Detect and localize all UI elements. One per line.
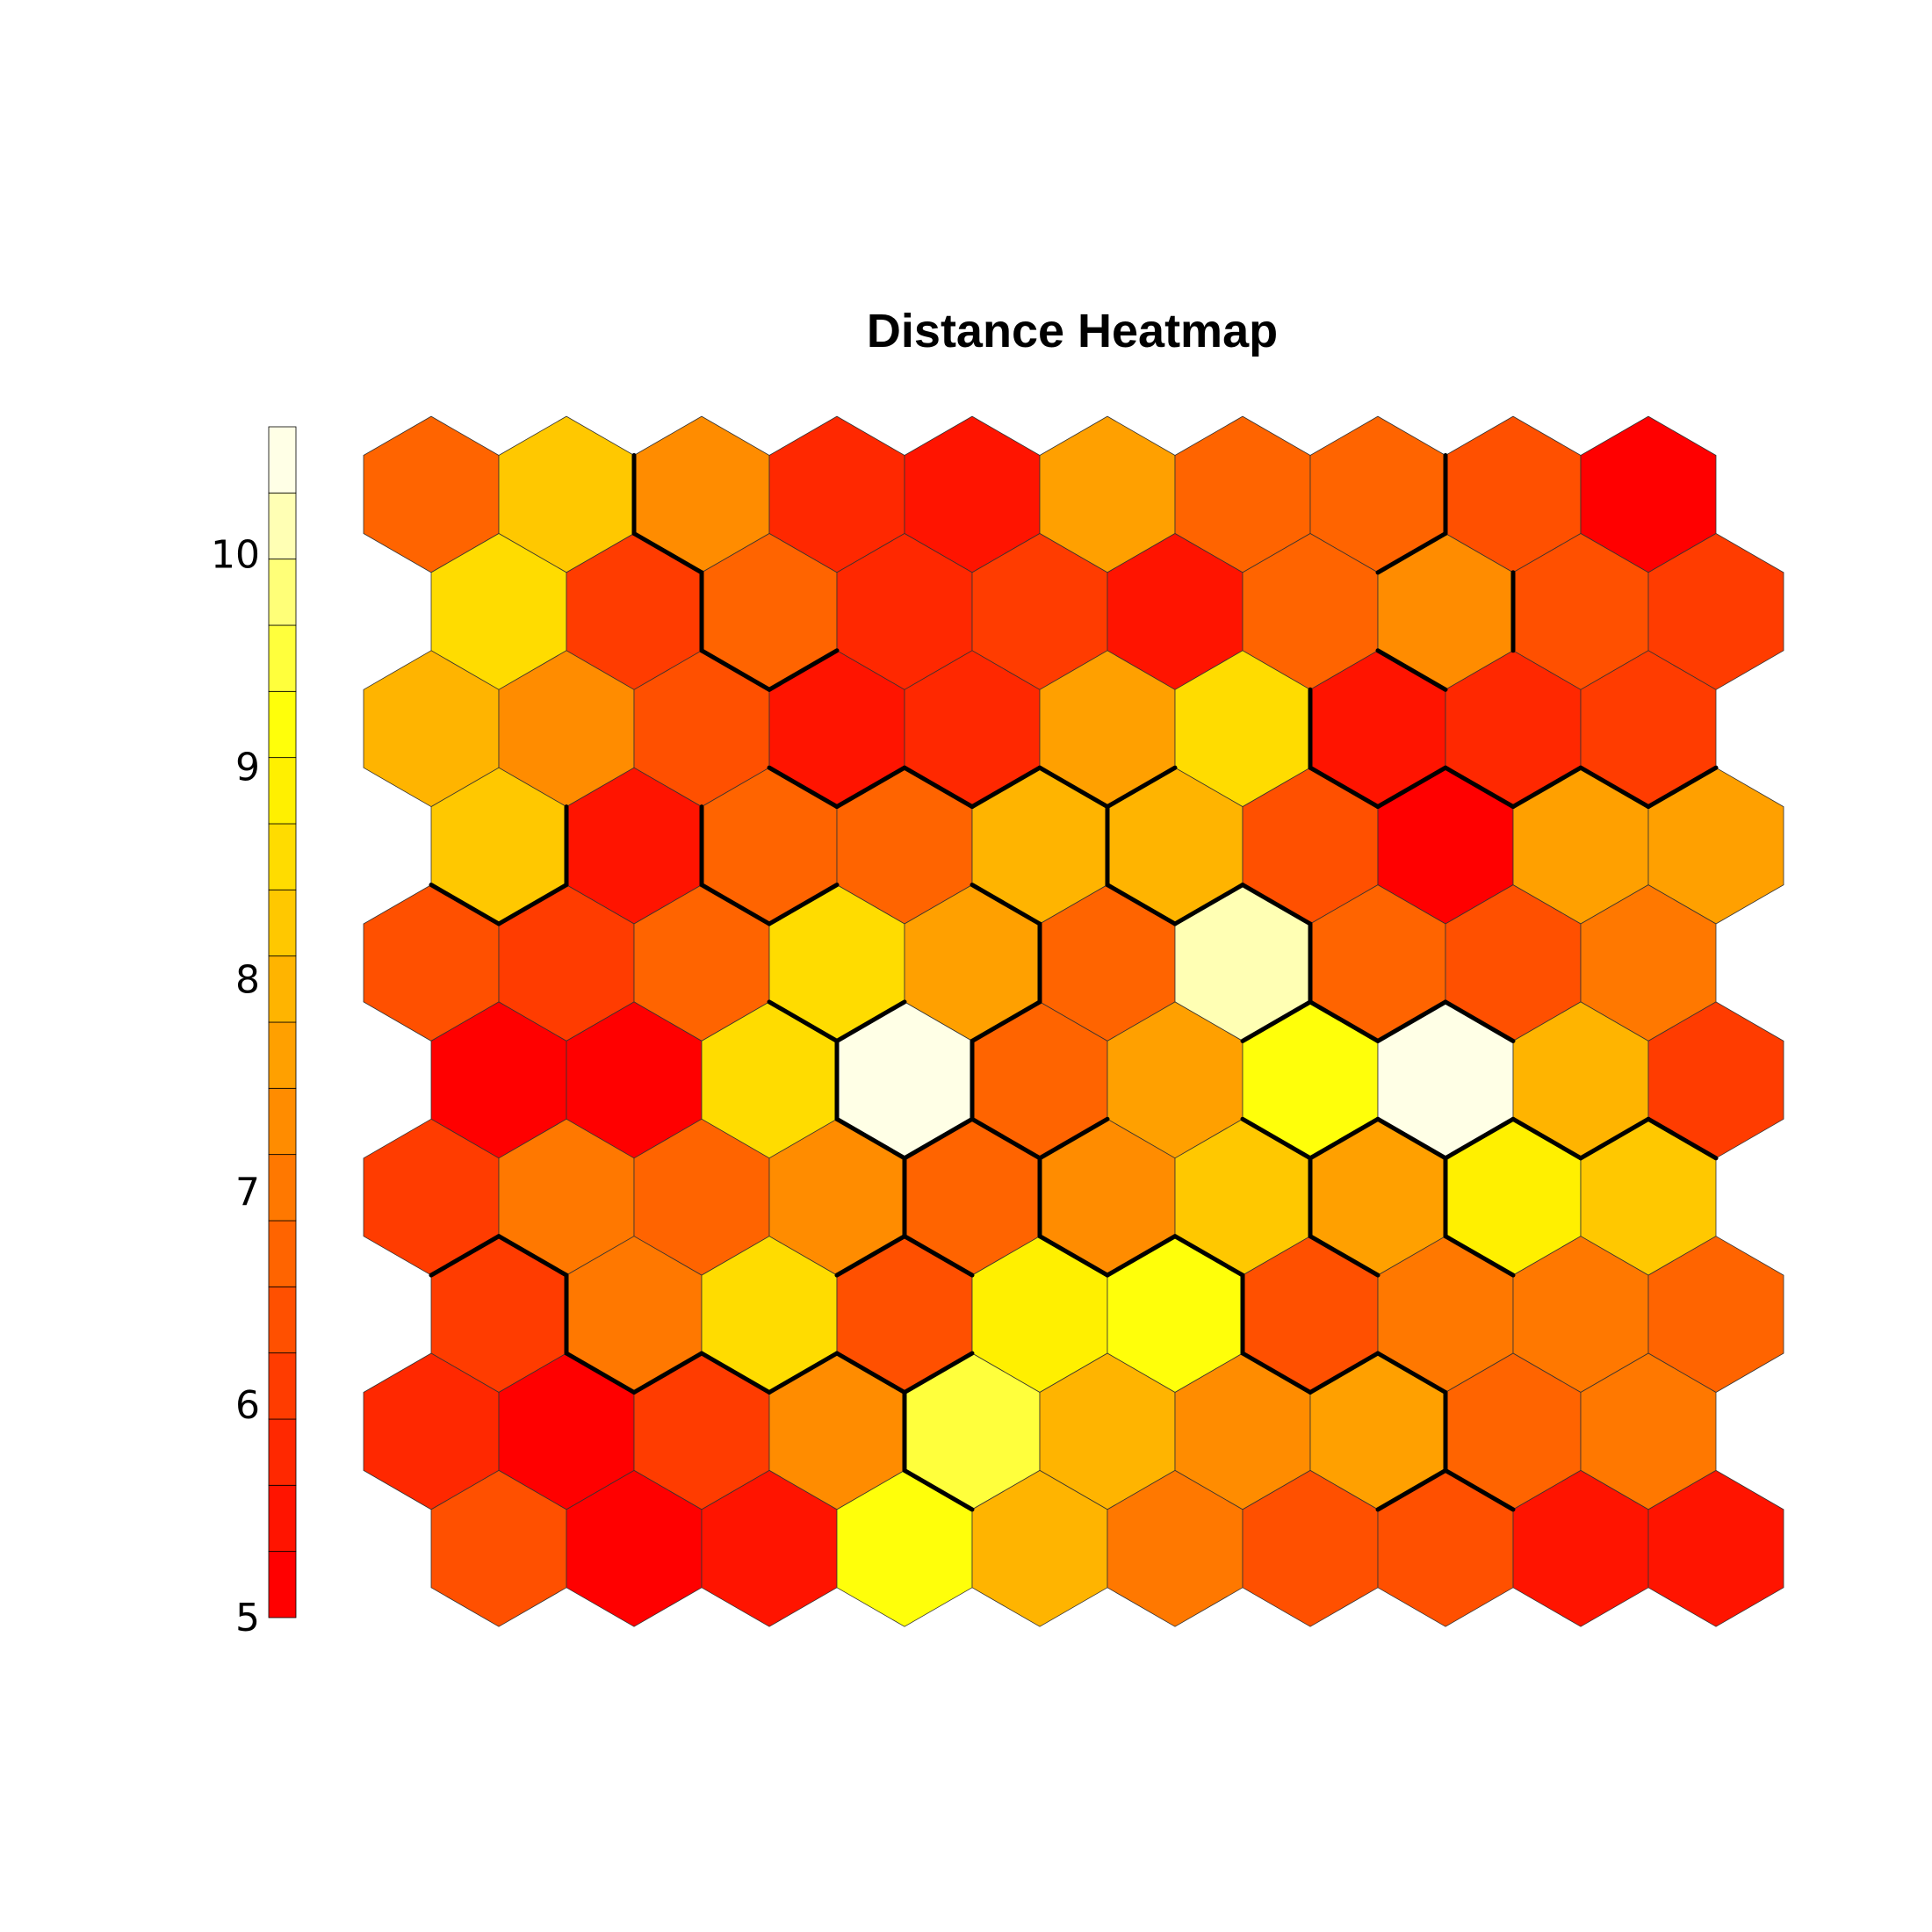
cluster-boundary bbox=[834, 1351, 907, 1395]
cluster-boundary bbox=[1443, 999, 1516, 1043]
cluster-boundary bbox=[767, 765, 840, 810]
cluster-boundary bbox=[834, 765, 907, 810]
hex-grid bbox=[363, 415, 1784, 1627]
colorbar-tick-label: 8 bbox=[235, 958, 260, 1003]
colorbar-tick-label: 6 bbox=[235, 1383, 260, 1428]
cluster-boundary bbox=[1037, 765, 1110, 810]
cluster-boundary bbox=[767, 883, 840, 926]
colorbar-tick-label: 10 bbox=[211, 532, 260, 577]
cluster-boundary bbox=[970, 883, 1042, 926]
cluster-boundary bbox=[1646, 765, 1719, 810]
colorbar-swatch bbox=[268, 1418, 297, 1486]
cluster-boundary bbox=[1308, 1116, 1381, 1161]
cluster-boundary bbox=[496, 1234, 569, 1278]
colorbar-swatch bbox=[268, 690, 297, 758]
cluster-boundary bbox=[1240, 999, 1313, 1043]
cluster-boundary bbox=[767, 1351, 840, 1395]
cluster-boundary bbox=[1308, 765, 1381, 810]
cluster-boundary bbox=[1510, 1116, 1583, 1161]
cluster-boundary bbox=[429, 1234, 501, 1278]
cluster-boundary bbox=[902, 1351, 975, 1395]
hex-cell bbox=[1647, 1469, 1784, 1627]
cluster-boundary bbox=[1172, 883, 1245, 926]
cluster-boundary bbox=[1240, 1351, 1313, 1395]
colorbar-swatch bbox=[268, 955, 297, 1023]
colorbar-swatch bbox=[268, 1220, 297, 1287]
cluster-boundary bbox=[699, 1351, 772, 1395]
cluster-boundary bbox=[970, 1116, 1042, 1161]
cluster-boundary bbox=[1375, 765, 1448, 810]
colorbar-swatch bbox=[268, 1551, 297, 1618]
colorbar-swatch bbox=[268, 1352, 297, 1420]
cluster-boundary bbox=[496, 883, 569, 926]
colorbar bbox=[268, 426, 297, 1618]
colorbar-tick-label: 9 bbox=[235, 745, 260, 789]
cluster-boundary bbox=[834, 1116, 907, 1161]
cluster-boundary bbox=[1375, 531, 1448, 575]
chart-title: Distance Heatmap bbox=[867, 305, 1278, 357]
cluster-boundary bbox=[902, 1467, 975, 1512]
cluster-boundary bbox=[902, 765, 975, 810]
cluster-boundary bbox=[1240, 883, 1313, 926]
cluster-boundary bbox=[902, 1234, 975, 1278]
colorbar-swatch bbox=[268, 823, 297, 890]
cluster-boundary bbox=[1578, 765, 1651, 810]
colorbar-swatch bbox=[268, 1021, 297, 1089]
cluster-boundary bbox=[767, 648, 840, 692]
cluster-boundary bbox=[1240, 1116, 1313, 1161]
colorbar-swatch bbox=[268, 889, 297, 956]
cluster-boundary bbox=[699, 648, 772, 692]
cluster-boundary bbox=[1105, 883, 1178, 926]
colorbar-swatch bbox=[268, 426, 297, 494]
cluster-boundary bbox=[1308, 1351, 1381, 1395]
colorbar-swatch bbox=[268, 624, 297, 692]
cluster-boundary bbox=[1105, 1234, 1178, 1278]
cluster-boundary bbox=[834, 999, 907, 1043]
cluster-boundary bbox=[1308, 999, 1381, 1043]
colorbar-tick-label: 7 bbox=[235, 1171, 260, 1215]
colorbar-swatch bbox=[268, 757, 297, 825]
cluster-boundary bbox=[631, 1351, 704, 1395]
cluster-boundary bbox=[1037, 1234, 1110, 1278]
cluster-boundary bbox=[1375, 1116, 1448, 1161]
cluster-boundary bbox=[970, 999, 1042, 1043]
colorbar-swatch bbox=[268, 1484, 297, 1553]
cluster-boundary bbox=[970, 765, 1042, 810]
cluster-boundary bbox=[1578, 1116, 1651, 1161]
cluster-boundary bbox=[564, 1351, 637, 1395]
cluster-boundary bbox=[1443, 765, 1516, 810]
cluster-boundary bbox=[1443, 1234, 1516, 1278]
cluster-boundary bbox=[1646, 1116, 1719, 1161]
colorbar-ticks: 5 6 7 8 9 10 bbox=[211, 532, 260, 1640]
cluster-boundary bbox=[1375, 648, 1448, 692]
cluster-boundary bbox=[1443, 1467, 1516, 1512]
cluster-boundary bbox=[1375, 1467, 1448, 1512]
cluster-boundary bbox=[631, 531, 704, 575]
cluster-boundary bbox=[902, 1116, 975, 1161]
cluster-boundary bbox=[1375, 1351, 1448, 1395]
colorbar-swatch bbox=[268, 559, 297, 626]
cluster-boundary bbox=[834, 1234, 907, 1278]
cluster-boundary bbox=[1443, 1116, 1516, 1161]
colorbar-swatch bbox=[268, 1154, 297, 1222]
cluster-boundaries bbox=[429, 453, 1719, 1512]
cluster-boundary bbox=[699, 883, 772, 926]
cluster-boundary bbox=[767, 999, 840, 1043]
cluster-boundary bbox=[1037, 1116, 1110, 1161]
cluster-boundary bbox=[1172, 1234, 1245, 1278]
cluster-boundary bbox=[1375, 999, 1448, 1043]
colorbar-swatch bbox=[268, 1286, 297, 1354]
cluster-boundary bbox=[429, 883, 501, 926]
cluster-boundary bbox=[1105, 765, 1178, 810]
colorbar-tick-label: 5 bbox=[235, 1596, 260, 1640]
colorbar-swatch bbox=[268, 492, 297, 559]
cluster-boundary bbox=[1510, 765, 1583, 810]
cluster-boundary bbox=[1308, 1234, 1381, 1278]
colorbar-swatch bbox=[268, 1087, 297, 1156]
